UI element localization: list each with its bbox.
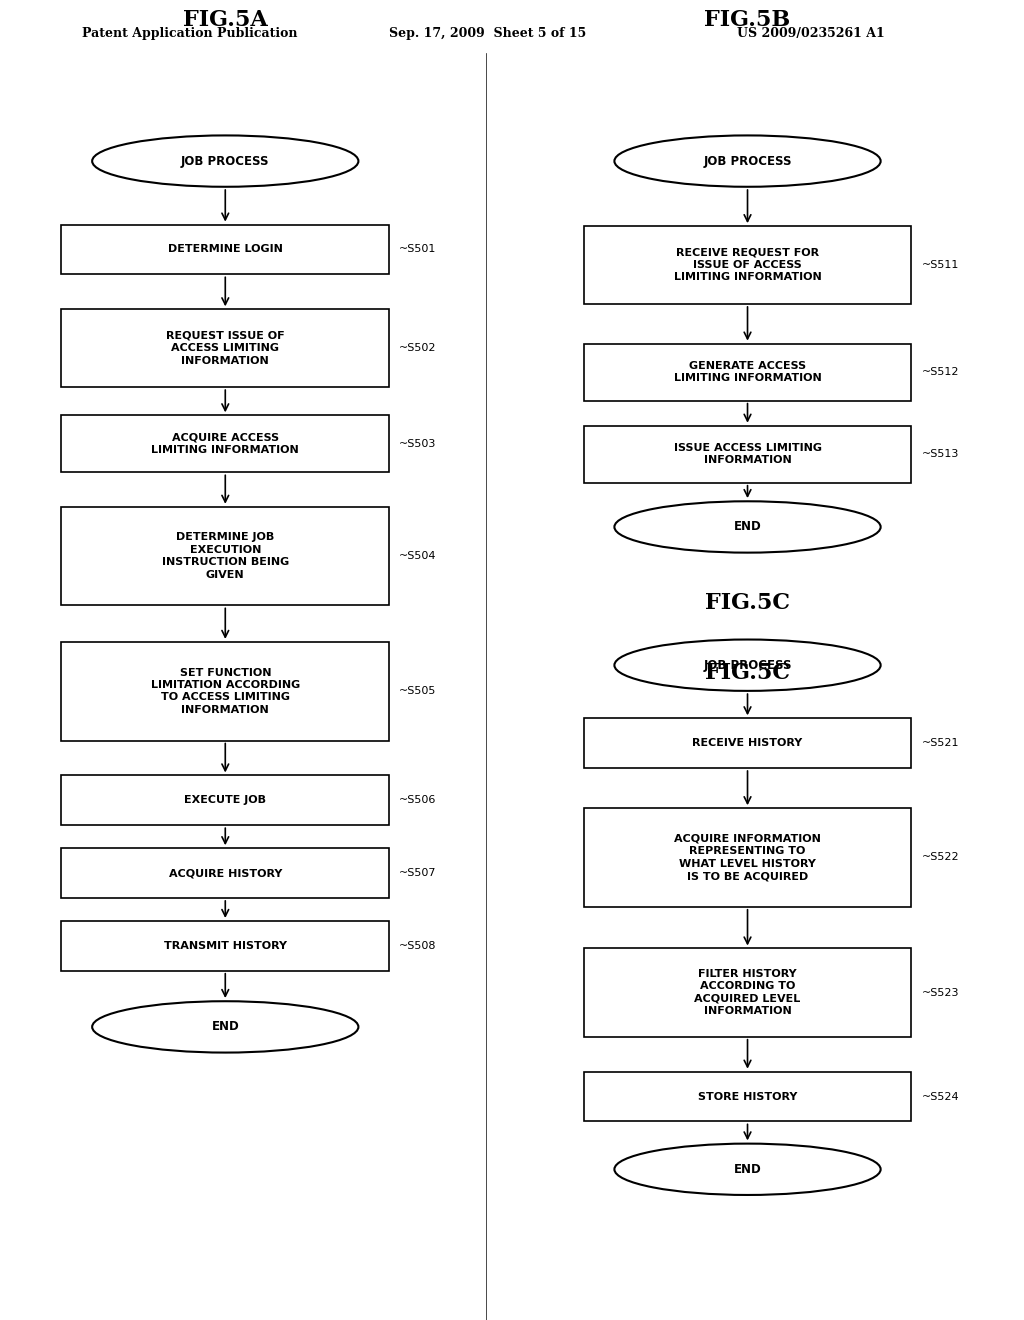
Text: DETERMINE JOB
EXECUTION
INSTRUCTION BEING
GIVEN: DETERMINE JOB EXECUTION INSTRUCTION BEIN… — [162, 532, 289, 579]
Text: END: END — [733, 1163, 762, 1176]
Text: ~S524: ~S524 — [922, 1092, 959, 1101]
Text: ACQUIRE HISTORY: ACQUIRE HISTORY — [169, 869, 282, 878]
Text: ~S503: ~S503 — [399, 438, 436, 449]
Text: Patent Application Publication: Patent Application Publication — [82, 26, 297, 40]
Text: ~S506: ~S506 — [399, 796, 436, 805]
Text: EXECUTE JOB: EXECUTE JOB — [184, 796, 266, 805]
Text: ~S505: ~S505 — [399, 686, 436, 696]
Text: ~S508: ~S508 — [399, 941, 437, 950]
Text: ISSUE ACCESS LIMITING
INFORMATION: ISSUE ACCESS LIMITING INFORMATION — [674, 444, 821, 466]
Text: JOB PROCESS: JOB PROCESS — [703, 659, 792, 672]
Text: ACQUIRE ACCESS
LIMITING INFORMATION: ACQUIRE ACCESS LIMITING INFORMATION — [152, 433, 299, 455]
Text: FIG.5A: FIG.5A — [183, 9, 267, 30]
Text: RECEIVE HISTORY: RECEIVE HISTORY — [692, 738, 803, 748]
Text: ~S513: ~S513 — [922, 449, 958, 459]
Text: FILTER HISTORY
ACCORDING TO
ACQUIRED LEVEL
INFORMATION: FILTER HISTORY ACCORDING TO ACQUIRED LEV… — [694, 969, 801, 1016]
Text: FIG.5C: FIG.5C — [705, 591, 791, 614]
Text: ~S511: ~S511 — [922, 260, 958, 271]
Text: END: END — [733, 520, 762, 533]
Text: RECEIVE REQUEST FOR
ISSUE OF ACCESS
LIMITING INFORMATION: RECEIVE REQUEST FOR ISSUE OF ACCESS LIMI… — [674, 248, 821, 282]
Text: TRANSMIT HISTORY: TRANSMIT HISTORY — [164, 941, 287, 950]
Text: ~S502: ~S502 — [399, 343, 437, 354]
Text: ACQUIRE INFORMATION
REPRESENTING TO
WHAT LEVEL HISTORY
IS TO BE ACQUIRED: ACQUIRE INFORMATION REPRESENTING TO WHAT… — [674, 834, 821, 880]
Text: DETERMINE LOGIN: DETERMINE LOGIN — [168, 244, 283, 255]
Text: ~S504: ~S504 — [399, 550, 437, 561]
Text: JOB PROCESS: JOB PROCESS — [181, 154, 269, 168]
Text: GENERATE ACCESS
LIMITING INFORMATION: GENERATE ACCESS LIMITING INFORMATION — [674, 360, 821, 383]
Text: FIG.5C: FIG.5C — [705, 663, 791, 684]
Text: FIG.5B: FIG.5B — [705, 9, 791, 30]
Text: END: END — [211, 1020, 240, 1034]
Text: ~S521: ~S521 — [922, 738, 959, 748]
Text: JOB PROCESS: JOB PROCESS — [703, 154, 792, 168]
Text: REQUEST ISSUE OF
ACCESS LIMITING
INFORMATION: REQUEST ISSUE OF ACCESS LIMITING INFORMA… — [166, 331, 285, 366]
Text: ~S507: ~S507 — [399, 869, 437, 878]
Text: ~S522: ~S522 — [922, 853, 959, 862]
Text: US 2009/0235261 A1: US 2009/0235261 A1 — [737, 26, 885, 40]
Text: ~S512: ~S512 — [922, 367, 959, 378]
Text: Sep. 17, 2009  Sheet 5 of 15: Sep. 17, 2009 Sheet 5 of 15 — [389, 26, 587, 40]
Text: STORE HISTORY: STORE HISTORY — [697, 1092, 798, 1101]
Text: SET FUNCTION
LIMITATION ACCORDING
TO ACCESS LIMITING
INFORMATION: SET FUNCTION LIMITATION ACCORDING TO ACC… — [151, 668, 300, 715]
Text: ~S523: ~S523 — [922, 987, 959, 998]
Text: ~S501: ~S501 — [399, 244, 436, 255]
